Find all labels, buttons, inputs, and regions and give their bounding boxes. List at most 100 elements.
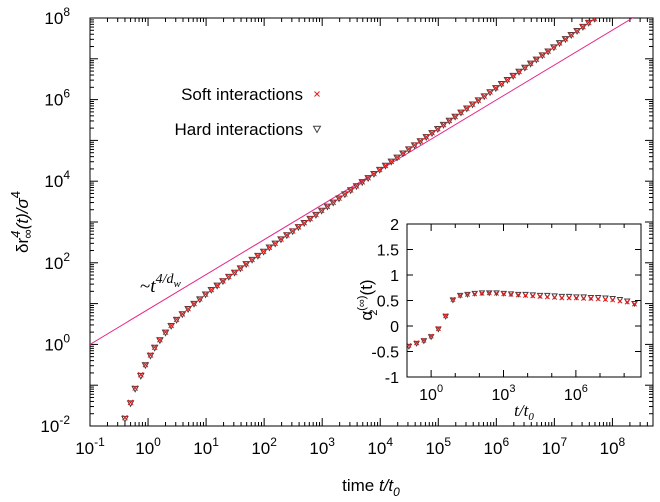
inset-hard-point: [456, 292, 464, 299]
hard-point: [445, 117, 454, 125]
inset-soft-point: [566, 295, 572, 301]
soft-point: [591, 18, 598, 22]
inset-y-tick-label: 1.5: [377, 243, 399, 260]
inset-soft-point: [552, 294, 558, 300]
x-tick-base: 10: [425, 439, 444, 458]
hard-point: [224, 273, 233, 281]
hard-point: [172, 316, 181, 324]
hard-point: [178, 311, 187, 319]
x-tick-exp: 5: [444, 435, 451, 449]
inset-xlabel-var: t/t: [514, 401, 529, 420]
soft-point: [330, 199, 337, 206]
soft-point: [324, 203, 331, 210]
inset-x-tick-exp: 0: [437, 383, 443, 395]
annotation-var: t: [150, 276, 156, 297]
soft-point: [301, 219, 308, 226]
x-tick-label: 105: [425, 435, 451, 458]
soft-point: [214, 282, 220, 289]
inset-soft-point: [544, 294, 550, 300]
soft-point: [336, 195, 342, 202]
x-tick-exp: 6: [502, 435, 509, 449]
soft-point: [417, 138, 424, 144]
soft-point: [382, 162, 389, 169]
ylabel-part2: (t)/σ: [13, 198, 32, 230]
inset-soft-point: [479, 290, 485, 296]
hard-point: [146, 352, 155, 360]
x-tick-label: 104: [367, 435, 393, 458]
y-tick-label: 108: [44, 5, 70, 28]
hard-point: [230, 269, 239, 277]
inset-soft-point: [457, 292, 463, 298]
hard-point: [381, 162, 390, 170]
inset-hard-point: [507, 291, 515, 298]
inset-soft-point: [581, 295, 587, 302]
soft-point: [237, 265, 244, 271]
main-plot-area: [90, 18, 634, 423]
hard-point: [410, 142, 419, 150]
soft-point: [394, 154, 400, 161]
soft-point: [220, 278, 226, 284]
soft-point: [208, 286, 215, 293]
annotation-prefix: ~: [140, 276, 150, 297]
soft-point: [231, 269, 238, 276]
hard-point: [515, 68, 523, 76]
inset-soft-point: [414, 340, 420, 346]
x-tick-label: 107: [542, 435, 568, 458]
hard-point: [591, 18, 598, 23]
x-tick-label: 103: [309, 435, 335, 458]
y-tick-exp: 4: [63, 168, 70, 182]
inset-x-tick-label: 103: [492, 383, 516, 404]
inset-y-tick-label: 0: [390, 319, 399, 336]
soft-point: [539, 52, 546, 58]
hard-point: [254, 252, 262, 260]
inset-ylabel-sup: (∞): [356, 296, 368, 311]
inset-x-tick-base: 10: [492, 387, 510, 404]
soft-point: [132, 385, 139, 391]
inset-background: [407, 224, 641, 377]
hard-point: [150, 344, 159, 352]
hard-point: [550, 44, 558, 52]
hard-point: [277, 236, 285, 244]
inset-soft-point: [508, 291, 514, 297]
hard-point: [422, 134, 431, 142]
hard-point: [370, 170, 378, 178]
hard-point: [219, 278, 227, 286]
inset-hard-point: [514, 291, 522, 298]
x-tick-base: 10: [542, 439, 561, 458]
y-tick-base: 10: [40, 417, 59, 436]
soft-point: [307, 215, 313, 222]
inset-x-axis-label: t/t0: [514, 401, 534, 423]
x-tick-base: 10: [135, 439, 154, 458]
hard-point: [451, 113, 459, 121]
hard-point: [600, 18, 601, 19]
hard-point: [335, 195, 343, 203]
soft-point: [162, 329, 169, 335]
hard-point: [341, 191, 349, 199]
hard-point: [207, 286, 216, 294]
y-tick-label: 102: [44, 250, 70, 273]
soft-point: [551, 44, 557, 50]
main-axes: 10-1 100 101 102 103 104 105 106 107 10810-210010…: [40, 5, 654, 458]
inset-hard-point: [631, 301, 638, 308]
inset-soft-point: [588, 295, 594, 302]
inset-soft-point: [486, 290, 492, 296]
hard-point: [404, 146, 413, 154]
hard-point: [213, 282, 221, 290]
ylabel-part1: δr: [13, 237, 32, 252]
x-tick-base: 10: [309, 439, 328, 458]
soft-point: [157, 336, 163, 343]
svg-text:α(∞)2(t): α(∞)2 (t): [356, 279, 380, 320]
soft-point: [440, 121, 447, 128]
hard-point: [323, 203, 332, 211]
hard-point: [561, 36, 570, 44]
inset-soft-point: [537, 293, 543, 299]
soft-point: [249, 256, 255, 263]
y-tick-exp: 8: [63, 5, 70, 19]
hard-point: [468, 101, 477, 109]
inset-x-tick-base: 10: [564, 387, 582, 404]
hard-point: [306, 215, 314, 223]
inset-soft-point: [501, 291, 507, 297]
hard-point: [393, 154, 401, 162]
inset-hard-point: [464, 291, 471, 298]
soft-point: [137, 371, 144, 378]
